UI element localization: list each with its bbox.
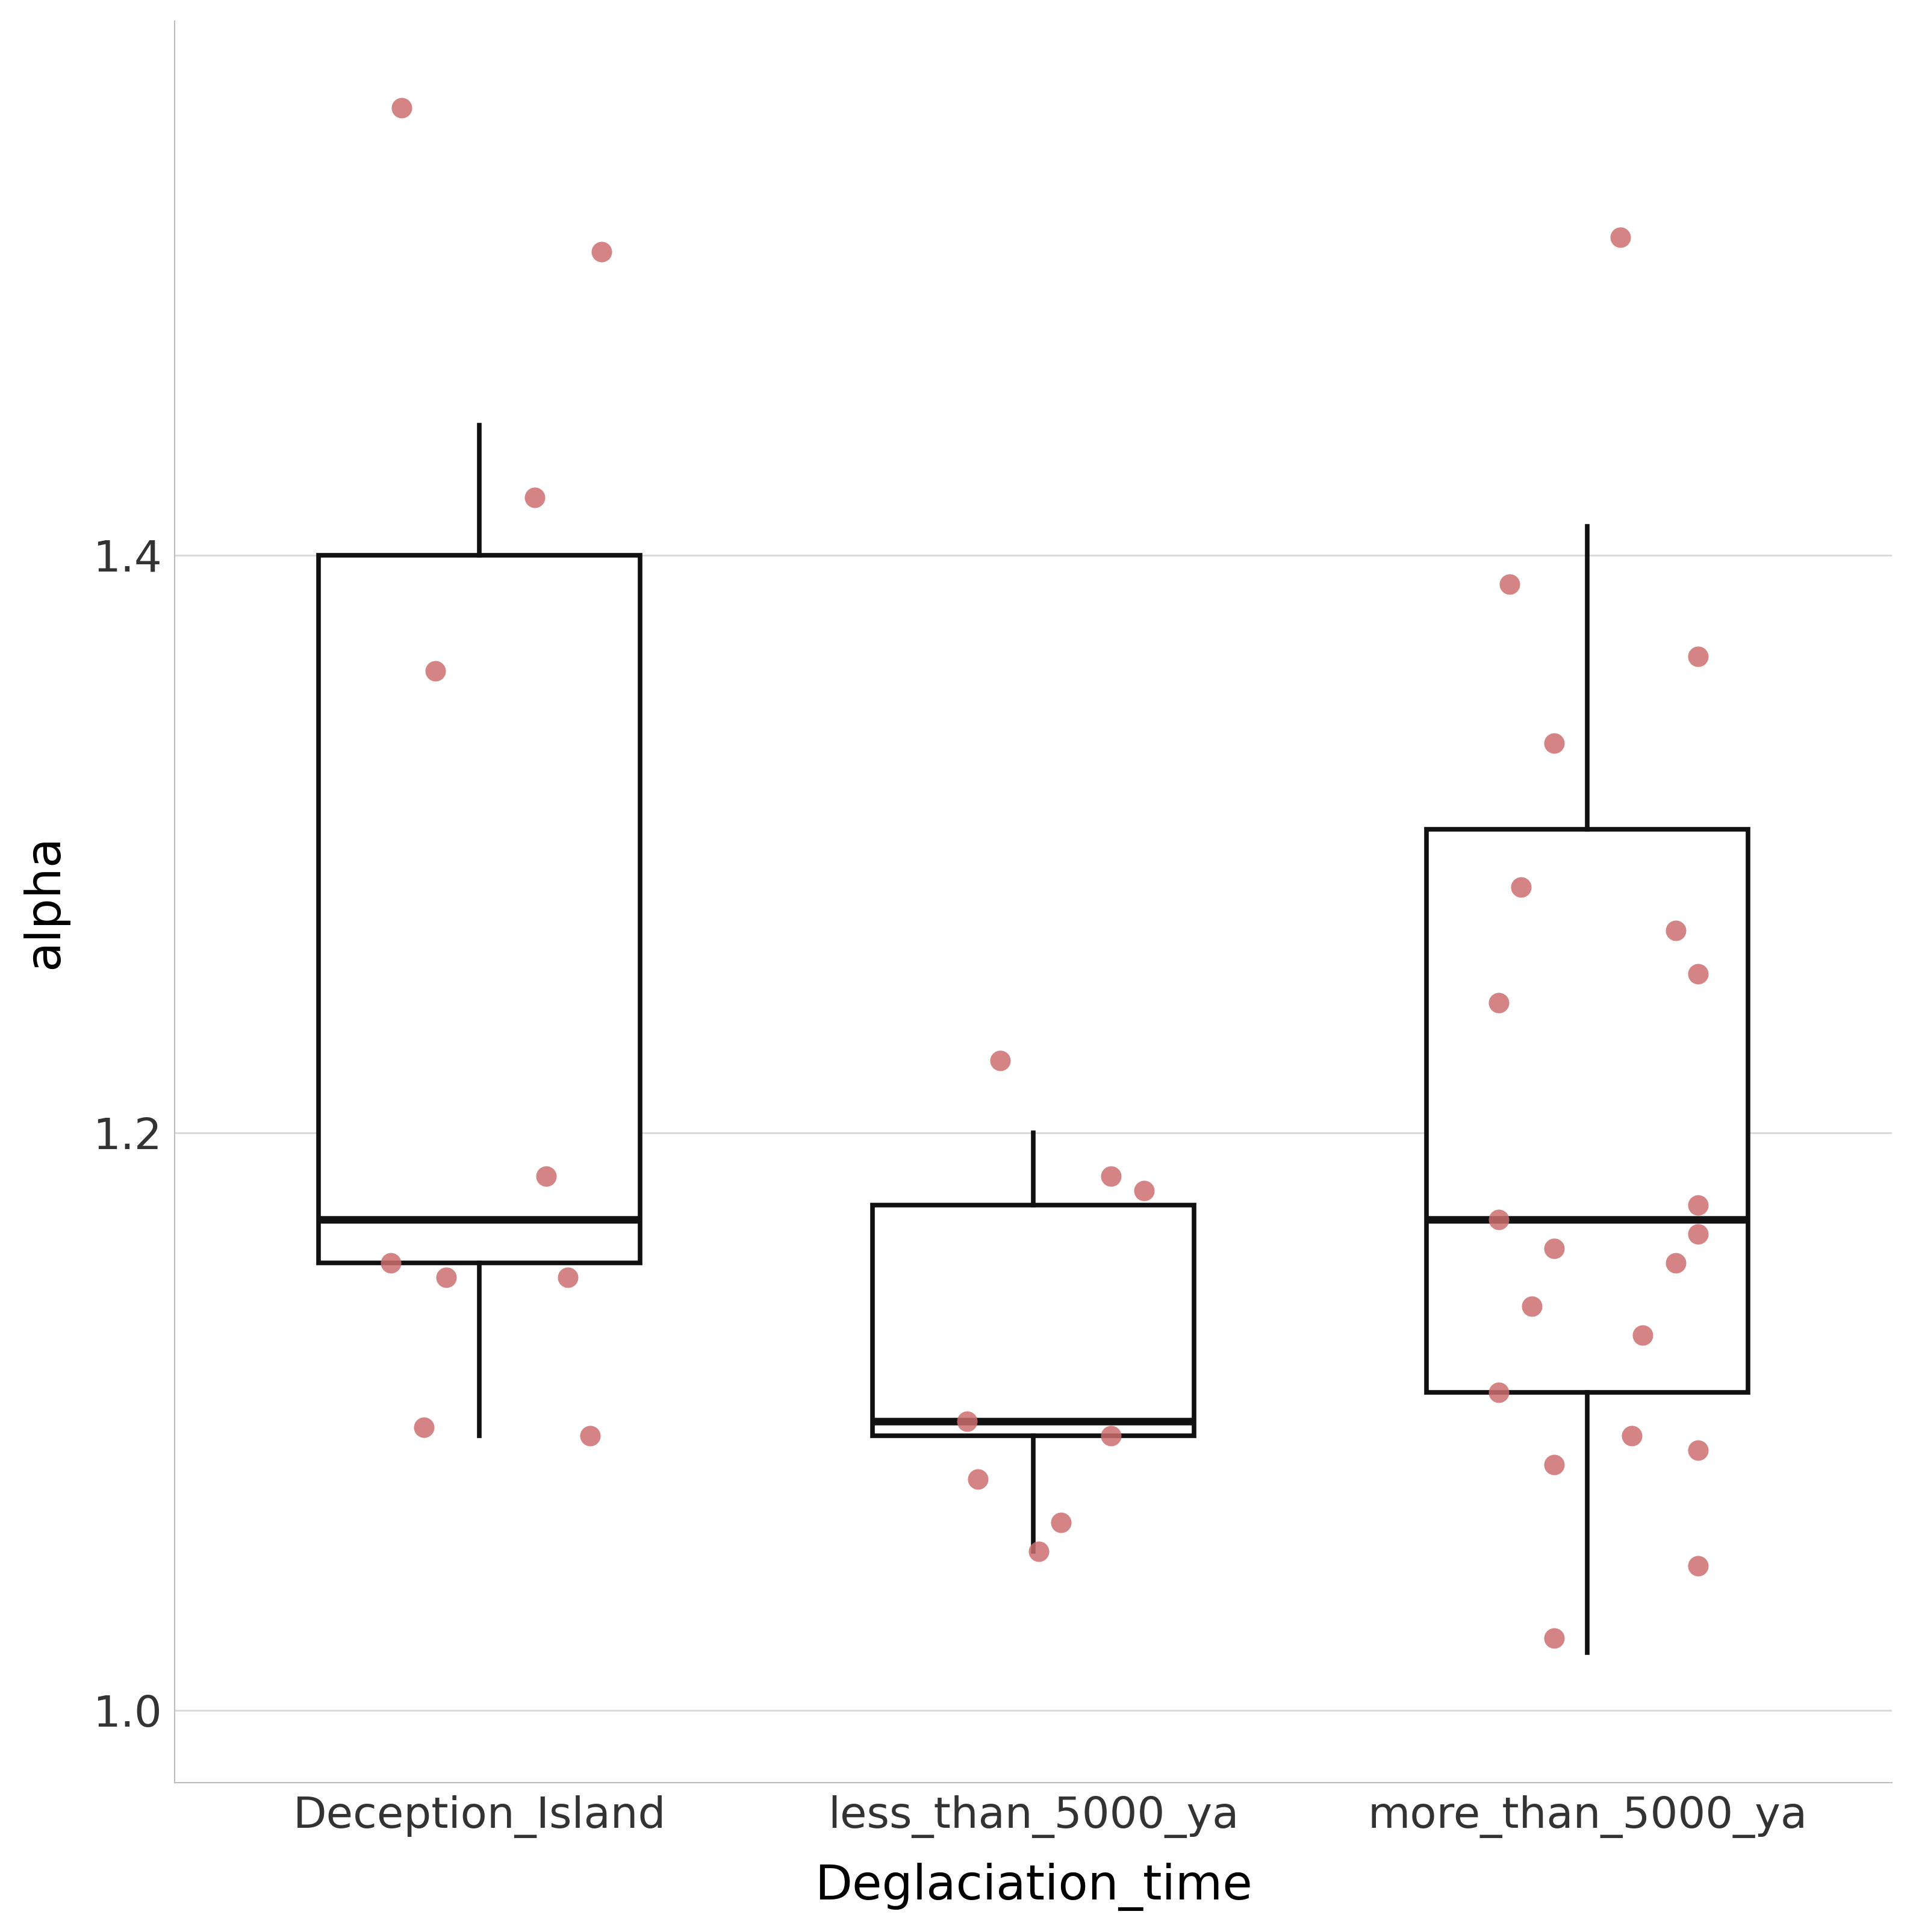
- Point: [1517, 1291, 1548, 1321]
- Point: [1023, 1536, 1054, 1567]
- Point: [1628, 1320, 1659, 1350]
- Point: [1683, 1219, 1714, 1250]
- Point: [1483, 1378, 1513, 1408]
- Point: [1483, 1204, 1513, 1235]
- Point: [1538, 1233, 1569, 1264]
- Point: [1096, 1420, 1127, 1451]
- Point: [1683, 1435, 1714, 1466]
- Y-axis label: alpha: alpha: [21, 835, 67, 970]
- Point: [419, 655, 450, 686]
- Point: [409, 1412, 440, 1443]
- Point: [1660, 1248, 1691, 1279]
- Point: [430, 1262, 461, 1293]
- Point: [1538, 1449, 1569, 1480]
- Point: [962, 1464, 993, 1495]
- Point: [1494, 568, 1525, 599]
- Point: [1683, 958, 1714, 989]
- Point: [553, 1262, 583, 1293]
- PathPatch shape: [872, 1206, 1194, 1435]
- Point: [951, 1406, 981, 1437]
- Point: [530, 1161, 561, 1192]
- Point: [1538, 1623, 1569, 1654]
- PathPatch shape: [1427, 829, 1748, 1393]
- Point: [576, 1420, 606, 1451]
- Point: [1683, 1551, 1714, 1582]
- Point: [1046, 1507, 1077, 1538]
- Point: [1683, 641, 1714, 672]
- Point: [585, 236, 616, 267]
- Point: [1538, 728, 1569, 759]
- Point: [375, 1248, 406, 1279]
- Point: [1096, 1161, 1127, 1192]
- Point: [520, 481, 551, 512]
- Point: [1605, 222, 1636, 253]
- Point: [985, 1045, 1016, 1076]
- Point: [386, 93, 417, 124]
- Point: [1506, 871, 1536, 902]
- Point: [1660, 916, 1691, 947]
- Point: [1483, 987, 1513, 1018]
- Point: [1683, 1190, 1714, 1221]
- Point: [1616, 1420, 1647, 1451]
- Point: [1129, 1175, 1159, 1206]
- PathPatch shape: [319, 554, 641, 1264]
- X-axis label: Deglaciation_time: Deglaciation_time: [815, 1862, 1253, 1911]
